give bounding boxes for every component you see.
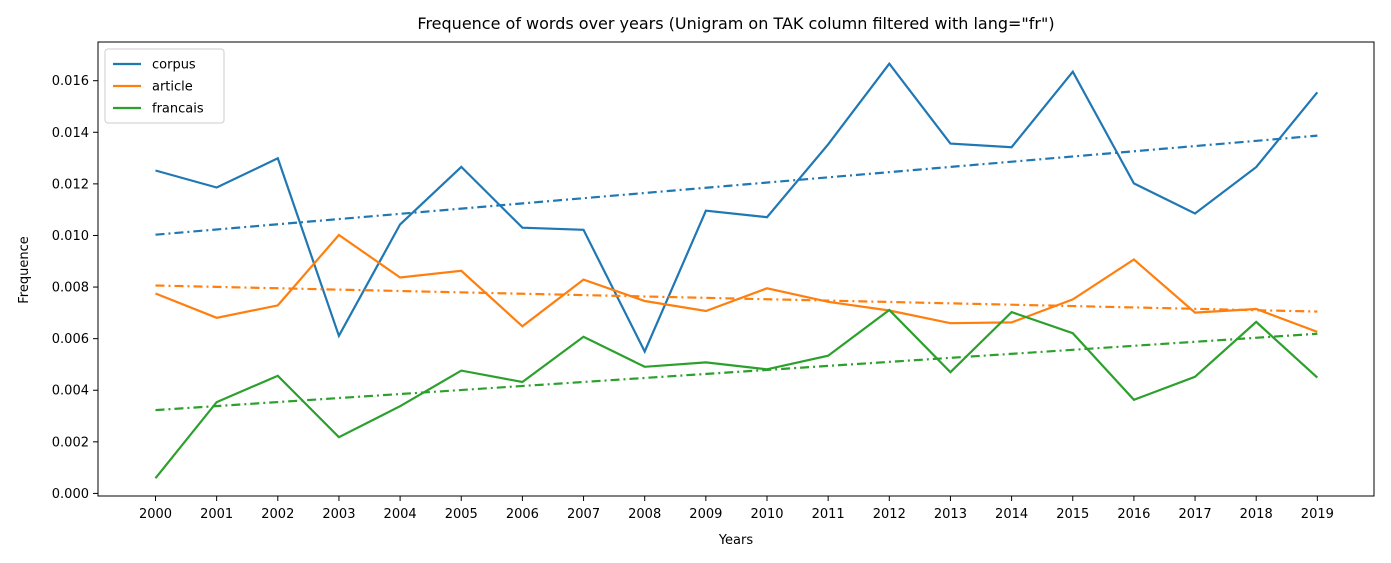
x-tick-label: 2017 (1179, 507, 1212, 522)
series-line-francais (154, 308, 1319, 479)
x-tick-label: 2002 (261, 507, 294, 522)
chart-title: Frequence of words over years (Unigram o… (417, 14, 1054, 33)
legend-label-corpus: corpus (152, 58, 196, 73)
y-tick-label: 0.006 (52, 332, 89, 347)
x-tick-label: 2019 (1301, 507, 1334, 522)
x-tick-label: 2015 (1056, 507, 1089, 522)
x-tick-label: 2009 (689, 507, 722, 522)
x-tick-label: 2003 (322, 507, 355, 522)
y-tick-label: 0.014 (52, 126, 89, 141)
x-tick-label: 2007 (567, 507, 600, 522)
x-tick-label: 2014 (995, 507, 1028, 522)
legend-box (104, 48, 225, 124)
plot-area: 2000 2001 2002 2003 2004 2005 2006 2007 2008 2009… (52, 41, 1375, 522)
x-tick-label: 2008 (628, 507, 661, 522)
x-tick-label: 2004 (384, 507, 417, 522)
y-tick-label: 0.008 (52, 281, 89, 296)
y-tick-label: 0.002 (52, 435, 89, 450)
trend-line-francais (155, 332, 1318, 412)
x-tick-label: 2010 (750, 507, 783, 522)
y-tick-label: 0.004 (52, 384, 89, 399)
y-tick-label: 0.016 (52, 74, 89, 89)
x-axis-label: Years (718, 533, 754, 548)
trend-line-corpus (155, 134, 1318, 236)
x-tick-label: 2012 (873, 507, 906, 522)
x-tick-label: 2013 (934, 507, 967, 522)
plot-frame (97, 41, 1375, 497)
series-line-corpus (155, 61, 1319, 355)
x-tick-label: 2011 (812, 507, 845, 522)
legend-label-article: article (152, 80, 193, 95)
legend: corpus article francais (104, 48, 225, 124)
y-tick-label: 0.000 (52, 487, 89, 502)
y-tick-label: 0.010 (52, 229, 89, 244)
x-tick-label: 2000 (139, 507, 172, 522)
y-tick-label: 0.012 (52, 177, 89, 192)
x-tick-label: 2018 (1240, 507, 1273, 522)
trend-line-article (155, 284, 1318, 313)
x-tick-label: 2016 (1117, 507, 1150, 522)
y-axis-label: Frequence (17, 236, 32, 303)
legend-label-francais: francais (152, 102, 204, 117)
x-tick-label: 2006 (506, 507, 539, 522)
series-line-article (155, 233, 1318, 333)
x-tick-label: 2005 (445, 507, 478, 522)
x-tick-label: 2001 (200, 507, 233, 522)
